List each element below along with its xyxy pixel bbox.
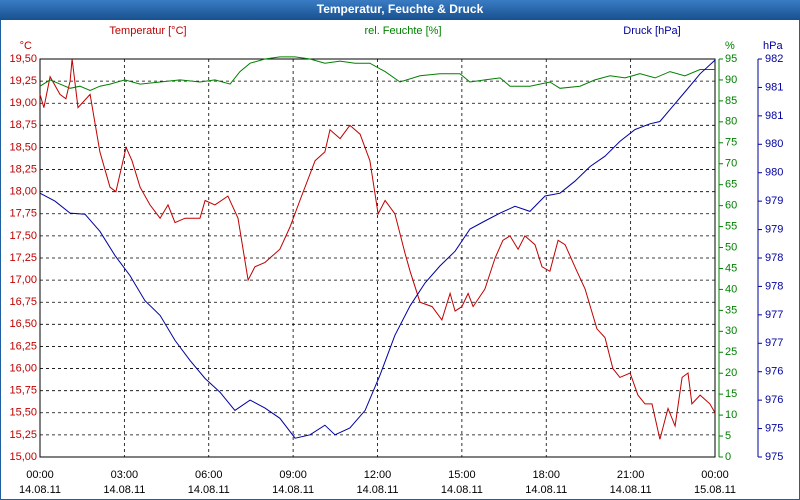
- x-tick-label: 21:00: [617, 469, 645, 481]
- x-tick-date: 14.08.11: [19, 484, 61, 496]
- y2-tick-label: 30: [725, 325, 737, 337]
- y2-tick-label: 40: [725, 283, 737, 295]
- x-tick-label: 09:00: [279, 469, 307, 481]
- series-line: [39, 59, 716, 439]
- y2-tick-label: 95: [725, 53, 737, 65]
- y3-tick-label: 978: [765, 252, 783, 264]
- x-tick-label: 12:00: [364, 469, 392, 481]
- y3-tick-label: 976: [765, 366, 783, 378]
- y3-tick-label: 979: [765, 195, 783, 207]
- y3-tick-label: 980: [765, 167, 783, 179]
- y-axis-unit: °C: [20, 40, 32, 52]
- series-line: [39, 58, 716, 440]
- y2-tick-label: 50: [725, 241, 737, 253]
- y-tick-label: 19,25: [9, 75, 37, 87]
- y3-tick-label: 976: [765, 394, 783, 406]
- y-tick-label: 15,75: [9, 385, 37, 397]
- y2-tick-label: 35: [725, 304, 737, 316]
- y-tick-label: 18,50: [9, 141, 37, 153]
- y3-tick-label: 982: [765, 53, 783, 65]
- y2-tick-label: 75: [725, 137, 737, 149]
- y2-tick-label: 10: [725, 409, 737, 421]
- plot-border: [39, 58, 716, 458]
- y2-tick-label: 70: [725, 158, 737, 170]
- y-tick-label: 18,75: [9, 119, 37, 131]
- y-tick-label: 19,00: [9, 97, 37, 109]
- y-tick-label: 16,25: [9, 340, 37, 352]
- y2-tick-label: 45: [725, 262, 737, 274]
- x-tick-label: 06:00: [195, 469, 223, 481]
- series-line: [39, 56, 715, 91]
- y-tick-label: 16,50: [9, 318, 37, 330]
- x-tick-date: 14.08.11: [103, 484, 145, 496]
- y2-tick-label: 60: [725, 200, 737, 212]
- y-tick-label: 17,00: [9, 274, 37, 286]
- y3-tick-label: 981: [765, 81, 783, 93]
- x-tick-date: 14.08.11: [441, 484, 483, 496]
- y2-tick-label: 65: [725, 179, 737, 191]
- x-tick-label: 15:00: [448, 469, 476, 481]
- y-tick-label: 17,75: [9, 208, 37, 220]
- y3-tick-label: 978: [765, 280, 783, 292]
- x-tick-date: 15.08.11: [694, 484, 736, 496]
- y3-tick-label: 977: [765, 309, 783, 321]
- y3-tick-label: 977: [765, 337, 783, 349]
- legend-label: Temperatur [°C]: [109, 25, 186, 37]
- y-tick-label: 17,25: [9, 252, 37, 264]
- y2-tick-label: 5: [725, 430, 731, 442]
- y3-tick-label: 975: [765, 451, 783, 463]
- y2-tick-label: 25: [725, 346, 737, 358]
- legend-label: Druck [hPa]: [623, 25, 680, 37]
- y2-tick-label: 80: [725, 116, 737, 128]
- x-tick-date: 14.08.11: [525, 484, 567, 496]
- y3-tick-label: 979: [765, 223, 783, 235]
- y3-tick-label: 980: [765, 138, 783, 150]
- y2-tick-label: 0: [725, 451, 731, 463]
- y2-tick-label: 85: [725, 95, 737, 107]
- y-tick-label: 15,25: [9, 429, 37, 441]
- legend-label: rel. Feuchte [%]: [364, 25, 441, 37]
- y3-tick-label: 975: [765, 422, 783, 434]
- x-tick-date: 14.08.11: [356, 484, 398, 496]
- y3-axis-unit: hPa: [763, 40, 783, 52]
- y2-tick-label: 20: [725, 367, 737, 379]
- y-tick-label: 15,00: [9, 451, 37, 463]
- x-tick-date: 14.08.11: [188, 484, 230, 496]
- y-tick-label: 16,00: [9, 362, 37, 374]
- y2-tick-label: 55: [725, 220, 737, 232]
- y2-tick-label: 90: [725, 74, 737, 86]
- y2-axis-unit: %: [725, 40, 735, 52]
- x-tick-date: 14.08.11: [272, 484, 314, 496]
- x-tick-label: 00:00: [701, 469, 729, 481]
- y-tick-label: 18,25: [9, 163, 37, 175]
- y-tick-label: 17,50: [9, 230, 37, 242]
- y2-tick-label: 15: [725, 388, 737, 400]
- y-tick-label: 16,75: [9, 296, 37, 308]
- x-tick-label: 18:00: [532, 469, 560, 481]
- y-tick-label: 18,00: [9, 186, 37, 198]
- y-tick-label: 19,50: [9, 53, 37, 65]
- title-bar: [0, 0, 800, 20]
- x-tick-label: 00:00: [26, 469, 54, 481]
- y-tick-label: 15,50: [9, 407, 37, 419]
- x-tick-label: 03:00: [111, 469, 139, 481]
- y3-tick-label: 981: [765, 110, 783, 122]
- x-tick-date: 14.08.11: [610, 484, 652, 496]
- chart-title: Temperatur, Feuchte & Druck: [317, 2, 484, 16]
